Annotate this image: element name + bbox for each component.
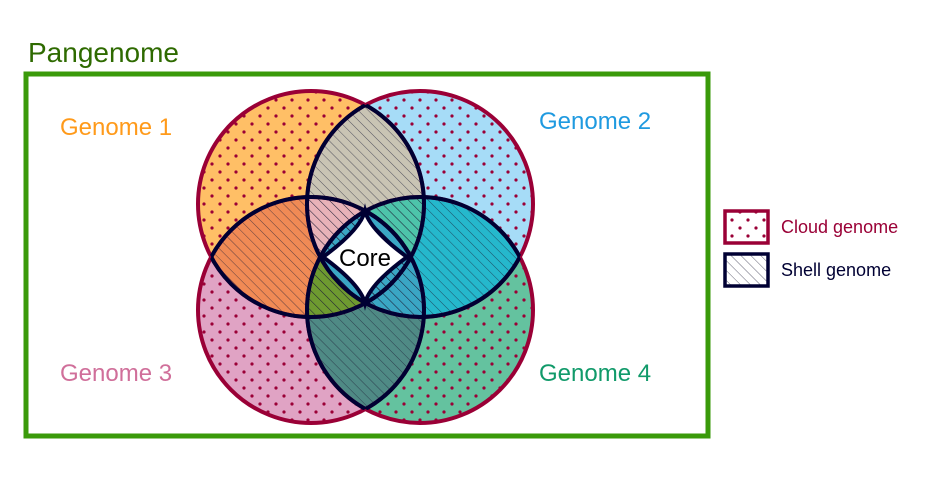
core-label: Core bbox=[339, 245, 391, 272]
genome-3-label: Genome 3 bbox=[60, 360, 172, 387]
cloud-genome-label: Cloud genome bbox=[781, 217, 898, 237]
shell-lens-outlines bbox=[198, 91, 533, 423]
genome-1-label: Genome 1 bbox=[60, 114, 172, 141]
pangenome-frame bbox=[23, 71, 711, 439]
cloud-genome-swatch bbox=[723, 209, 770, 245]
genome-2-label: Genome 2 bbox=[539, 108, 651, 135]
core-region bbox=[319, 203, 411, 311]
pangenome-title: Pangenome bbox=[28, 37, 179, 68]
shell-genome-label: Shell genome bbox=[781, 260, 891, 280]
legend: Cloud genome Shell genome bbox=[723, 209, 898, 288]
genome-4-label: Genome 4 bbox=[539, 360, 651, 387]
shell-genome-swatch bbox=[723, 252, 770, 288]
